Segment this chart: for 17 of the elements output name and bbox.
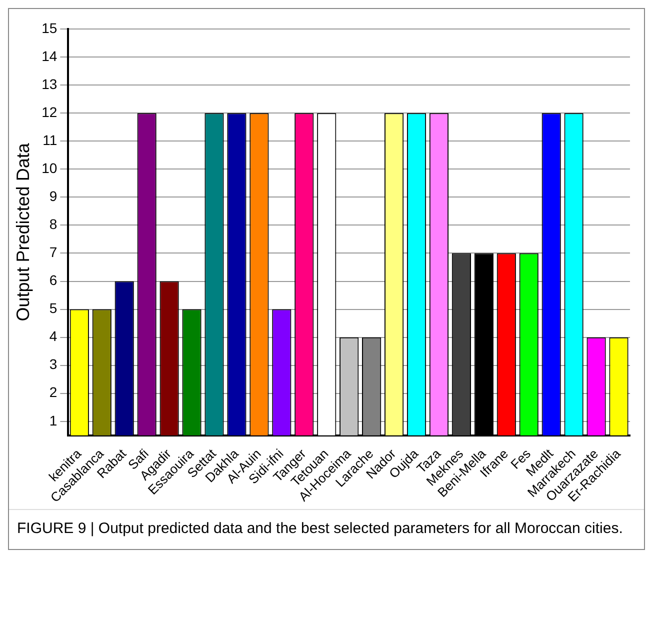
caption: FIGURE 9 | Output predicted data and the best selected parameters for all Moroccan cities. [9,509,644,549]
y-tick-label: 12 [42,104,58,120]
y-tick-label: 14 [42,48,58,64]
y-tick-label: 4 [49,328,58,344]
y-tick-label: 15 [42,20,58,36]
y-tick-label: 7 [49,244,58,260]
y-tick-label: 1 [49,412,58,428]
y-tick-label: 9 [49,188,58,204]
y-axis-title: Output Predicted Data [12,142,33,322]
y-tick-label: 6 [49,272,58,288]
y-tick-label: 11 [42,132,58,148]
y-tick-label: 5 [49,300,58,316]
y-tick-label: 3 [49,356,58,372]
y-tick-label: 8 [49,216,58,232]
y-tick-label: 13 [42,76,58,92]
y-tick-label: 2 [49,384,58,400]
y-tick-label: 10 [42,160,58,176]
